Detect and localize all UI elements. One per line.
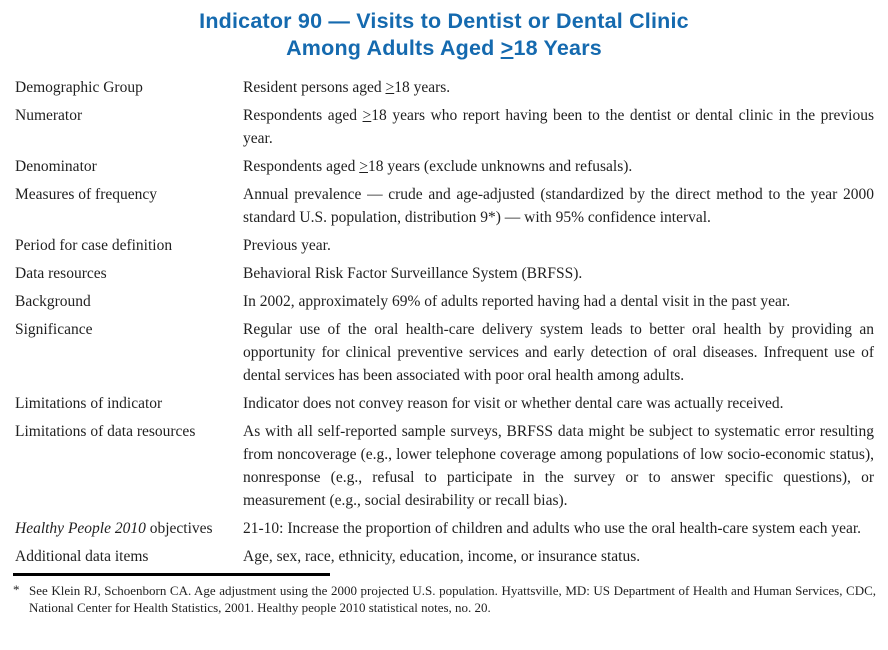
table-row-period-for-case-definition: Period for case definition Previous year…	[15, 234, 874, 257]
table-row-healthy-people-2010-objectives: Healthy People 2010 objectives 21-10: In…	[15, 517, 874, 540]
row-value: Regular use of the oral health-care deli…	[243, 321, 874, 384]
row-value: Resident persons aged >18 years.	[243, 79, 451, 96]
table-row-measures-of-frequency: Measures of frequency Annual prevalence …	[15, 183, 874, 229]
row-value: Previous year.	[243, 237, 331, 254]
table-row-additional-data-items: Additional data items Age, sex, race, et…	[15, 545, 874, 568]
row-value: Indicator does not convey reason for vis…	[243, 395, 784, 412]
row-label-italic: Healthy People 2010	[15, 520, 146, 537]
page-title: Indicator 90 — Visits to Dentist or Dent…	[0, 8, 888, 62]
table-row-denominator: Denominator Respondents aged >18 years (…	[15, 155, 874, 178]
row-label: Period for case definition	[15, 237, 173, 254]
footnote: * See Klein RJ, Schoenborn CA. Age adjust…	[13, 581, 876, 616]
table-row-background: Background In 2002, approximately 69% of…	[15, 290, 874, 313]
row-value: Respondents aged >18 years who report ha…	[243, 107, 874, 147]
row-value: Annual prevalence — crude and age-adjust…	[243, 186, 874, 226]
row-label-rest: objectives	[145, 520, 213, 537]
row-label: Additional data items	[15, 548, 149, 565]
row-label: Data resources	[15, 265, 107, 282]
table-row-demographic-group: Demographic Group Resident persons aged …	[15, 76, 874, 99]
row-label: Background	[15, 293, 91, 310]
table-row-numerator: Numerator Respondents aged >18 years who…	[15, 104, 874, 150]
table-row-limitations-of-data-resources: Limitations of data resources As with al…	[15, 420, 874, 512]
row-label: Demographic Group	[15, 79, 143, 96]
table-row-significance: Significance Regular use of the oral hea…	[15, 318, 874, 387]
page-title-line-1: Indicator 90 — Visits to Dentist or Dent…	[199, 9, 689, 33]
row-value: Behavioral Risk Factor Surveillance Syst…	[243, 265, 583, 282]
footnote-divider-rule	[13, 573, 330, 576]
row-value: In 2002, approximately 69% of adults rep…	[243, 293, 791, 310]
row-value: As with all self-reported sample surveys…	[243, 423, 874, 509]
indicator-table: Demographic Group Resident persons aged …	[15, 76, 874, 568]
footnote-text: See Klein RJ, Schoenborn CA. Age adjustm…	[29, 583, 876, 615]
row-value: 21-10: Increase the proportion of childr…	[243, 520, 862, 537]
row-label: Measures of frequency	[15, 186, 158, 203]
row-label: Limitations of indicator	[15, 395, 163, 412]
row-value: Age, sex, race, ethnicity, education, in…	[243, 548, 641, 565]
row-label: Significance	[15, 321, 93, 338]
row-label: Denominator	[15, 158, 97, 175]
footnote-asterisk: *	[13, 582, 20, 597]
table-row-data-resources: Data resources Behavioral Risk Factor Su…	[15, 262, 874, 285]
page-title-line-2: Among Adults Aged >18 Years	[286, 36, 602, 60]
row-label: Limitations of data resources	[15, 423, 196, 440]
row-value: Respondents aged >18 years (exclude unkn…	[243, 158, 633, 175]
row-label: Numerator	[15, 107, 83, 124]
row-label: Healthy People 2010 objectives	[15, 517, 243, 540]
table-row-limitations-of-indicator: Limitations of indicator Indicator does …	[15, 392, 874, 415]
